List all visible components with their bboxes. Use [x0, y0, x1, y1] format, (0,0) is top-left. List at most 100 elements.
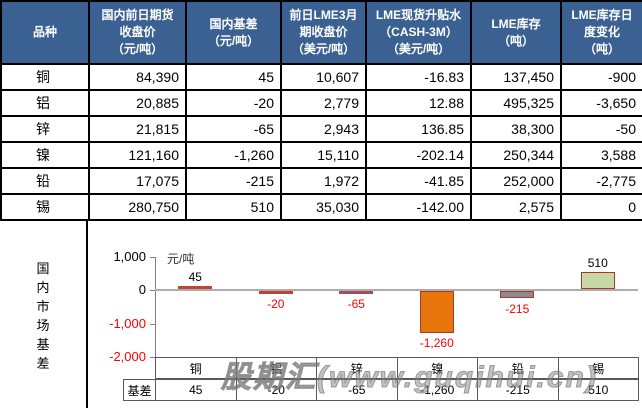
basis-bar-chart: 元/吨 股期汇(www.guqihui.cn) 1,000 0 -1,000 -2,0… [88, 221, 642, 408]
chart-table-category-cell: 镍 [396, 357, 478, 379]
chart-table-value-cell: -65 [316, 379, 398, 401]
column-header-5: LME库存 （吨） [470, 0, 562, 65]
y-axis-unit-label: 元/吨 [167, 252, 195, 266]
variety-cell: 铜 [0, 63, 90, 91]
value-cell: 495,325 [470, 89, 562, 117]
y-axis-tick-mark [150, 290, 155, 292]
variety-cell: 铝 [0, 89, 90, 117]
value-cell: -16.83 [365, 63, 472, 91]
bar-zinc [339, 291, 374, 295]
value-cell: 17,075 [88, 167, 187, 195]
value-cell: 136.85 [365, 115, 472, 143]
value-cell: 15,110 [280, 141, 367, 169]
chart-table-category-cell: 铝 [235, 357, 317, 379]
y-axis-tick-label: 1,000 [113, 249, 146, 264]
value-cell: 252,000 [470, 167, 562, 195]
table-row: 铝 20,885 -20 2,779 12.88 495,325 -3,650 [0, 89, 642, 117]
section-label-char: 内 [36, 279, 50, 295]
header-row: 品种 国内前日期货 收盘价 （元/吨） 国内基差 （元/吨） 前日LME3月 期收盘价 （美元/… [0, 0, 642, 65]
chart-table-category-cell: 锡 [557, 357, 639, 379]
value-cell: 2,943 [280, 115, 367, 143]
value-cell: -3,650 [560, 89, 642, 117]
value-cell: -202.14 [365, 141, 472, 169]
chart-table-value-cell: -1,260 [396, 379, 478, 401]
chart-table-value-cell: -20 [235, 379, 317, 401]
y-axis-tick-label: -2,000 [109, 349, 146, 364]
column-header-6: LME库存日 度变化 （吨） [560, 0, 642, 65]
value-cell: 2,575 [470, 193, 562, 221]
section-label: 国内市场基差 [0, 221, 88, 408]
value-cell: 38,300 [470, 115, 562, 143]
bar-value-label: -65 [347, 297, 365, 312]
section-label-char: 市 [36, 298, 50, 314]
bar-lead [500, 291, 535, 299]
table-row: 镍 121,160 -1,260 15,110 -202.14 250,344 3,588 [0, 141, 642, 169]
column-header-4: LME现货升贴水 （CASH-3M） （美元/吨） [365, 0, 472, 65]
chart-table-value-cell: -215 [477, 379, 559, 401]
bar-nickel [419, 291, 454, 334]
metal-prices-table: 品种 国内前日期货 收盘价 （元/吨） 国内基差 （元/吨） 前日LME3月 期收盘价 （美元/… [0, 0, 642, 221]
bar-tin [580, 272, 615, 290]
column-header-1: 国内前日期货 收盘价 （元/吨） [88, 0, 187, 65]
value-cell: 121,160 [88, 141, 187, 169]
value-cell: 2,779 [280, 89, 367, 117]
bar-value-label: 45 [188, 270, 202, 285]
value-cell: 45 [185, 63, 282, 91]
value-cell: 84,390 [88, 63, 187, 91]
y-axis-tick-mark [150, 357, 155, 358]
variety-cell: 锌 [0, 115, 90, 143]
bar-copper [178, 286, 213, 290]
value-cell: 35,030 [280, 193, 367, 221]
value-cell: 3,588 [560, 141, 642, 169]
chart-table-value-cell: 510 [557, 379, 639, 401]
value-cell: -2,775 [560, 167, 642, 195]
section-label-char: 差 [36, 355, 50, 371]
basis-section: 国内市场基差 元/吨 股期汇(www.guqihui.cn) 1,000 0 -1,… [0, 221, 642, 408]
y-axis-tick-label: 0 [138, 282, 146, 298]
zero-gridline [155, 289, 638, 292]
table-header: 品种 国内前日期货 收盘价 （元/吨） 国内基差 （元/吨） 前日LME3月 期收盘价 （美元/… [0, 0, 642, 65]
value-cell: 12.88 [365, 89, 472, 117]
value-cell: 250,344 [470, 141, 562, 169]
table-row: 锌 21,815 -65 2,943 136.85 38,300 -50 [0, 115, 642, 143]
value-cell: -50 [560, 115, 642, 143]
column-header-0: 品种 [0, 0, 90, 65]
variety-cell: 镍 [0, 141, 90, 169]
value-cell: 280,750 [88, 193, 187, 221]
section-label-char: 国 [36, 260, 50, 276]
value-cell: 1,972 [280, 167, 367, 195]
value-cell: -900 [560, 63, 642, 91]
table-row: 铅 17,075 -215 1,972 -41.85 252,000 -2,775 [0, 167, 642, 195]
section-label-char: 基 [36, 336, 50, 352]
chart-table-category-cell: 铅 [477, 357, 559, 379]
y-axis-tick-mark [150, 257, 155, 258]
bar-value-label: 510 [587, 256, 608, 271]
section-label-char: 场 [36, 317, 50, 333]
column-header-2: 国内基差 （元/吨） [185, 0, 282, 65]
value-cell: -142.00 [365, 193, 472, 221]
bar-aluminum [258, 291, 293, 295]
y-axis-tick-label: -1,000 [109, 315, 146, 331]
variety-cell: 铅 [0, 167, 90, 195]
y-axis-tick-mark [150, 323, 155, 325]
value-cell: -65 [185, 115, 282, 143]
bar-value-label: -1,260 [419, 336, 454, 351]
value-cell: 20,885 [88, 89, 187, 117]
bar-value-label: -20 [267, 297, 285, 312]
value-cell: 510 [185, 193, 282, 221]
variety-cell: 锡 [0, 193, 90, 221]
table-row: 铜 84,390 45 10,607 -16.83 137,450 -900 [0, 63, 642, 91]
value-cell: 21,815 [88, 115, 187, 143]
table-row: 锡 280,750 510 35,030 -142.00 2,575 0 [0, 193, 642, 221]
value-cell: -1,260 [185, 141, 282, 169]
value-cell: 137,450 [470, 63, 562, 91]
value-cell: 0 [560, 193, 642, 221]
chart-table-category-cell: 铜 [155, 357, 237, 379]
chart-table-category-cell: 锌 [316, 357, 398, 379]
chart-table-series-label: 基差 [123, 379, 156, 401]
column-header-3: 前日LME3月 期收盘价 （美元/吨） [280, 0, 367, 65]
value-cell: -215 [185, 167, 282, 195]
value-cell: -20 [185, 89, 282, 117]
chart-table-value-cell: 45 [155, 379, 237, 401]
